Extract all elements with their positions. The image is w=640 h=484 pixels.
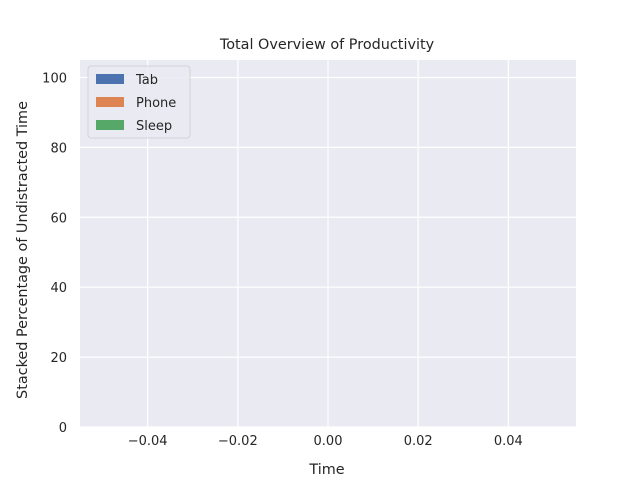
x-tick-label: −0.02 [218, 434, 258, 449]
legend-label: Tab [135, 73, 158, 88]
x-tick-label: 0.04 [494, 434, 523, 449]
legend-swatch [96, 74, 124, 84]
chart-title: Total Overview of Productivity [219, 37, 435, 53]
legend-item-tab: Tab [96, 73, 158, 88]
y-tick-label: 40 [50, 281, 67, 296]
x-tick-labels: −0.04 −0.02 0.00 0.02 0.04 [128, 434, 523, 449]
y-tick-label: 60 [50, 211, 67, 226]
y-tick-label: 20 [50, 351, 67, 366]
y-tick-labels: 0 20 40 60 80 100 [42, 71, 67, 436]
legend: Tab Phone Sleep [87, 65, 191, 139]
legend-label: Phone [136, 96, 176, 111]
legend-item-phone: Phone [96, 96, 176, 111]
y-tick-label: 80 [50, 141, 67, 156]
y-axis-label: Stacked Percentage of Undistracted Time [15, 101, 31, 399]
y-tick-label: 0 [59, 421, 67, 436]
legend-label: Sleep [136, 119, 172, 134]
x-tick-label: 0.02 [404, 434, 433, 449]
x-tick-label: 0.00 [314, 434, 343, 449]
x-axis-label: Time [308, 462, 344, 478]
legend-swatch [96, 120, 124, 130]
y-tick-label: 100 [42, 71, 67, 86]
legend-items: Tab Phone Sleep [96, 73, 176, 134]
grid-lines [80, 60, 576, 428]
x-tick-label: −0.04 [128, 434, 168, 449]
legend-item-sleep: Sleep [96, 119, 172, 134]
legend-swatch [96, 97, 124, 107]
